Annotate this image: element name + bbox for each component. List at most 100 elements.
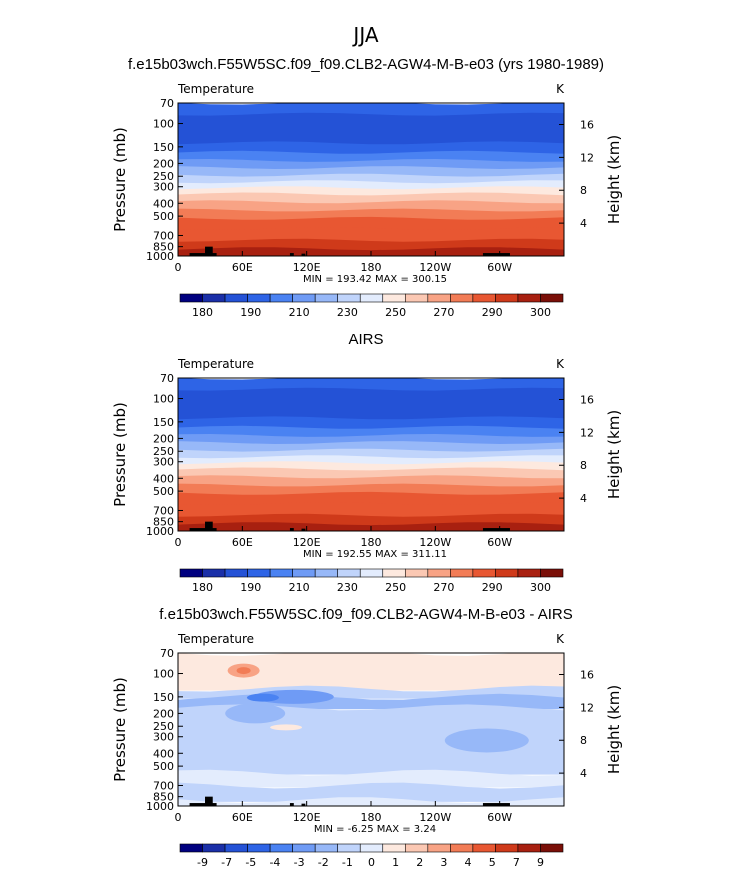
colorbar-swatch xyxy=(472,293,496,303)
y-tick-label: 400 xyxy=(153,747,174,760)
colorbar-swatch xyxy=(427,568,451,578)
panel-units: K xyxy=(556,82,565,96)
colorbar-label: 3 xyxy=(440,856,447,869)
y2-axis-label: Height (km) xyxy=(605,410,623,499)
contour-band xyxy=(178,216,564,231)
y-tick-label: 250 xyxy=(153,170,174,183)
topography-mask xyxy=(301,528,306,531)
y-axis-label: Pressure (mb) xyxy=(111,402,129,507)
colorbar-swatch xyxy=(427,843,451,853)
topography-mask xyxy=(289,253,294,256)
x-tick-label: 180 xyxy=(361,261,382,274)
colorbar-swatch xyxy=(202,568,226,578)
topography-mask xyxy=(189,528,217,531)
y2-tick-label: 16 xyxy=(580,668,594,681)
colorbar-swatch xyxy=(404,843,429,853)
y2-tick-label: 16 xyxy=(580,393,594,406)
x-tick-label: 60W xyxy=(487,261,512,274)
y-axis-label: Pressure (mb) xyxy=(111,127,129,232)
y-tick-label: 200 xyxy=(153,432,174,445)
y-tick-label: 300 xyxy=(153,456,174,469)
contour-field xyxy=(178,103,564,256)
contour-band xyxy=(178,378,564,392)
colorbar-swatch xyxy=(540,843,564,853)
x-tick-label: 120W xyxy=(419,811,451,824)
colorbar-label: 300 xyxy=(530,306,551,319)
x-tick-label: 0 xyxy=(175,811,182,824)
y-tick-label: 70 xyxy=(160,647,174,660)
y-tick-label: 500 xyxy=(153,760,174,773)
page-title: JJA xyxy=(351,23,378,47)
colorbar-swatch xyxy=(292,568,316,578)
colorbar-swatch xyxy=(179,293,203,303)
y-tick-label: 700 xyxy=(153,779,174,792)
contour-band xyxy=(178,483,564,496)
colorbar-label: 230 xyxy=(337,306,358,319)
colorbar-swatch xyxy=(540,293,564,303)
contour-band xyxy=(178,200,564,213)
colorbar-label: 4 xyxy=(465,856,472,869)
topography-mask xyxy=(189,253,217,256)
colorbar-swatch xyxy=(224,568,248,578)
y-tick-label: 250 xyxy=(153,445,174,458)
colorbar-label: -1 xyxy=(342,856,353,869)
topography-mask xyxy=(301,253,306,256)
chart-panel-1: f.e15b03wch.F55W5SC.f09_f09.CLB2-AGW4-M-… xyxy=(111,56,623,319)
colorbar-swatch xyxy=(450,568,474,578)
colorbar-swatch xyxy=(247,843,271,853)
colorbar-label: -5 xyxy=(245,856,256,869)
colorbar-swatch xyxy=(179,568,203,578)
colorbar-swatch xyxy=(472,568,496,578)
contour-band xyxy=(270,724,303,731)
x-tick-label: 60E xyxy=(232,811,253,824)
contour-band xyxy=(178,434,564,445)
colorbar-swatch xyxy=(314,568,339,578)
contour-band xyxy=(178,441,564,453)
colorbar-label: 7 xyxy=(513,856,520,869)
y-tick-label: 400 xyxy=(153,472,174,485)
contour-band xyxy=(178,502,564,518)
x-tick-label: 180 xyxy=(361,536,382,549)
panel-title: f.e15b03wch.F55W5SC.f09_f09.CLB2-AGW4-M-… xyxy=(128,56,604,73)
y-tick-label: 100 xyxy=(153,393,174,406)
y2-tick-label: 12 xyxy=(580,151,594,164)
x-tick-label: 120E xyxy=(293,261,321,274)
y2-tick-label: 4 xyxy=(580,217,587,230)
colorbar-label: 2 xyxy=(416,856,423,869)
y2-axis-label: Height (km) xyxy=(605,685,623,774)
colorbar-label: 290 xyxy=(482,581,503,594)
contour-band xyxy=(178,173,564,184)
colorbar-swatch xyxy=(269,293,293,303)
y2-axis-label: Height (km) xyxy=(605,135,623,224)
contour-band xyxy=(178,208,564,221)
contour-band xyxy=(178,387,564,420)
y-tick-label: 300 xyxy=(153,731,174,744)
y-tick-label: 150 xyxy=(153,691,174,704)
colorbar-swatch xyxy=(202,293,226,303)
colorbar-swatch xyxy=(202,843,226,853)
colorbar-swatch xyxy=(404,293,429,303)
colorbar-label: -2 xyxy=(318,856,329,869)
y-tick-label: 70 xyxy=(160,97,174,110)
colorbar-label: 270 xyxy=(433,581,454,594)
panel-title: AIRS xyxy=(348,331,383,348)
colorbar-swatch xyxy=(337,843,361,853)
contour-band xyxy=(178,227,564,243)
colorbar-swatch xyxy=(224,293,248,303)
y2-tick-label: 12 xyxy=(580,701,594,714)
colorbar-swatch xyxy=(337,293,361,303)
contour-band xyxy=(178,491,564,506)
colorbar-label: 1 xyxy=(392,856,399,869)
y-axis-label: Pressure (mb) xyxy=(111,677,129,782)
chart-panel-3: f.e15b03wch.F55W5SC.f09_f09.CLB2-AGW4-M-… xyxy=(111,606,623,869)
contour-band xyxy=(178,166,564,178)
contour-band xyxy=(178,159,564,170)
colorbar-swatch xyxy=(540,568,564,578)
y-tick-label: 200 xyxy=(153,157,174,170)
contour-field xyxy=(178,653,564,806)
y-tick-label: 150 xyxy=(153,141,174,154)
x-tick-label: 60E xyxy=(232,536,253,549)
y-tick-label: 1000 xyxy=(146,525,174,538)
